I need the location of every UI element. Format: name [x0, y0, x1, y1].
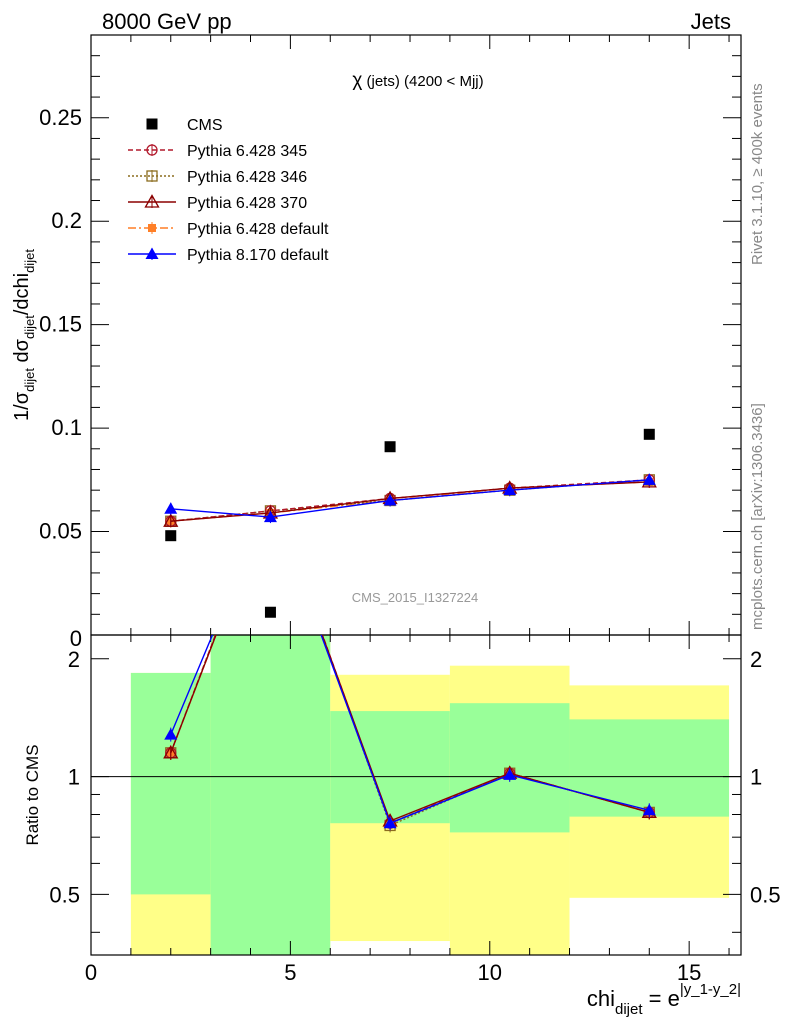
- ratio-point-p8def-4: [642, 803, 656, 816]
- legend-entry-p345: Pythia 6.428 345: [128, 143, 307, 160]
- x-tick-label: 5: [284, 960, 296, 985]
- legend-marker-p345: [146, 144, 158, 156]
- y-tick-label-main: 0.2: [51, 208, 82, 233]
- x-tick-label: 15: [677, 960, 701, 985]
- point-cms-2: [384, 441, 396, 453]
- y-tick-label-main-zero: 0: [70, 626, 82, 651]
- header-left: 8000 GeV pp: [102, 9, 232, 34]
- band-inner-1: [210, 635, 331, 955]
- legend-label: Pythia 6.428 default: [187, 221, 329, 238]
- y-tick-label-ratio: 1: [68, 765, 80, 790]
- legend-marker-p8def: [145, 247, 159, 259]
- y-tick-label-ratio-right: 1: [750, 765, 762, 790]
- point-p370-0: [163, 513, 179, 527]
- point-p8def-4: [642, 473, 656, 485]
- legend: CMS Pythia 6.428 345 Pythia 6.428 346 Pythi…: [128, 117, 329, 264]
- y-tick-label-main: 0.1: [51, 415, 82, 440]
- y-tick-label-ratio: 0.5: [49, 882, 80, 907]
- y-tick-label-main: 0.05: [39, 519, 82, 544]
- rivet-label: Rivet 3.1.10, ≥ 400k events: [749, 83, 766, 265]
- legend-marker-p6def: [148, 224, 156, 232]
- legend-label: Pythia 6.428 370: [187, 195, 307, 212]
- legend-label: Pythia 8.170 default: [187, 247, 329, 264]
- y-tick-label-main: 0.15: [39, 312, 82, 337]
- point-p8def-0: [164, 502, 178, 514]
- legend-marker-cms: [146, 118, 158, 130]
- main-series: [163, 428, 657, 618]
- x-tick-label: 10: [478, 960, 502, 985]
- watermark: CMS_2015_I1327224: [352, 590, 479, 605]
- y-tick-label-ratio-right: 0.5: [750, 882, 781, 907]
- plot-title: χ (jets) (4200 < Mjj): [352, 70, 483, 91]
- legend-entry-cms: CMS: [146, 117, 223, 134]
- legend-entry-p370: Pythia 6.428 370: [128, 194, 307, 212]
- point-p8def-3: [503, 483, 517, 496]
- ratio-point-p8def-3: [503, 768, 517, 780]
- band-inner-0: [130, 672, 211, 895]
- legend-label: Pythia 6.428 345: [187, 143, 307, 160]
- ratio-plot-frame: [90, 634, 742, 956]
- point-p8def-2: [383, 494, 397, 506]
- point-cms-1: [264, 606, 276, 618]
- legend-marker-p346: [146, 170, 158, 182]
- legend-entry-p6def: Pythia 6.428 default: [128, 221, 329, 238]
- header-right: Jets: [691, 9, 731, 34]
- y-axis-label-ratio: Ratio to CMS: [23, 744, 42, 845]
- y-tick-label-main: 0.25: [39, 105, 82, 130]
- plot-title-chi: χ: [352, 70, 362, 91]
- point-cms-4: [643, 428, 655, 440]
- series-line-p8def: [170, 479, 650, 518]
- ratio-series: [163, 635, 657, 833]
- point-cms-0: [165, 530, 177, 542]
- y-tick-label-ratio-right: 2: [750, 647, 762, 672]
- point-p8def-1: [263, 510, 277, 523]
- ratio-bands: [130, 635, 730, 955]
- plot-title-rest: (jets) (4200 < Mjj): [362, 73, 483, 90]
- x-tick-label: 0: [85, 960, 97, 985]
- ratio-point-p8def-0: [164, 728, 178, 740]
- ratio-point-p8def-2: [383, 816, 397, 829]
- band-inner-4: [569, 719, 730, 817]
- y-tick-label-ratio: 2: [68, 647, 80, 672]
- legend-label: Pythia 6.428 346: [187, 169, 307, 186]
- legend-entry-p346: Pythia 6.428 346: [128, 169, 307, 186]
- ratio-point-p370-0: [163, 744, 179, 759]
- legend-marker-p370: [144, 194, 160, 208]
- legend-label: CMS: [187, 117, 223, 134]
- axes: 0 5 10 15 0.05 0.1 0.15 0.2 0.25 0 0.5 0.5 1 1 2 2: [39, 35, 781, 985]
- mcplots-label: mcplots.cern.ch [arXiv:1306.3436]: [749, 403, 766, 630]
- legend-entry-p8def: Pythia 8.170 default: [128, 247, 329, 264]
- x-axis-label: chidijet = e|y_1-y_2|: [587, 981, 741, 1018]
- y-axis-label-main: 1/σdijet dσdijet/dchidijet: [11, 249, 37, 421]
